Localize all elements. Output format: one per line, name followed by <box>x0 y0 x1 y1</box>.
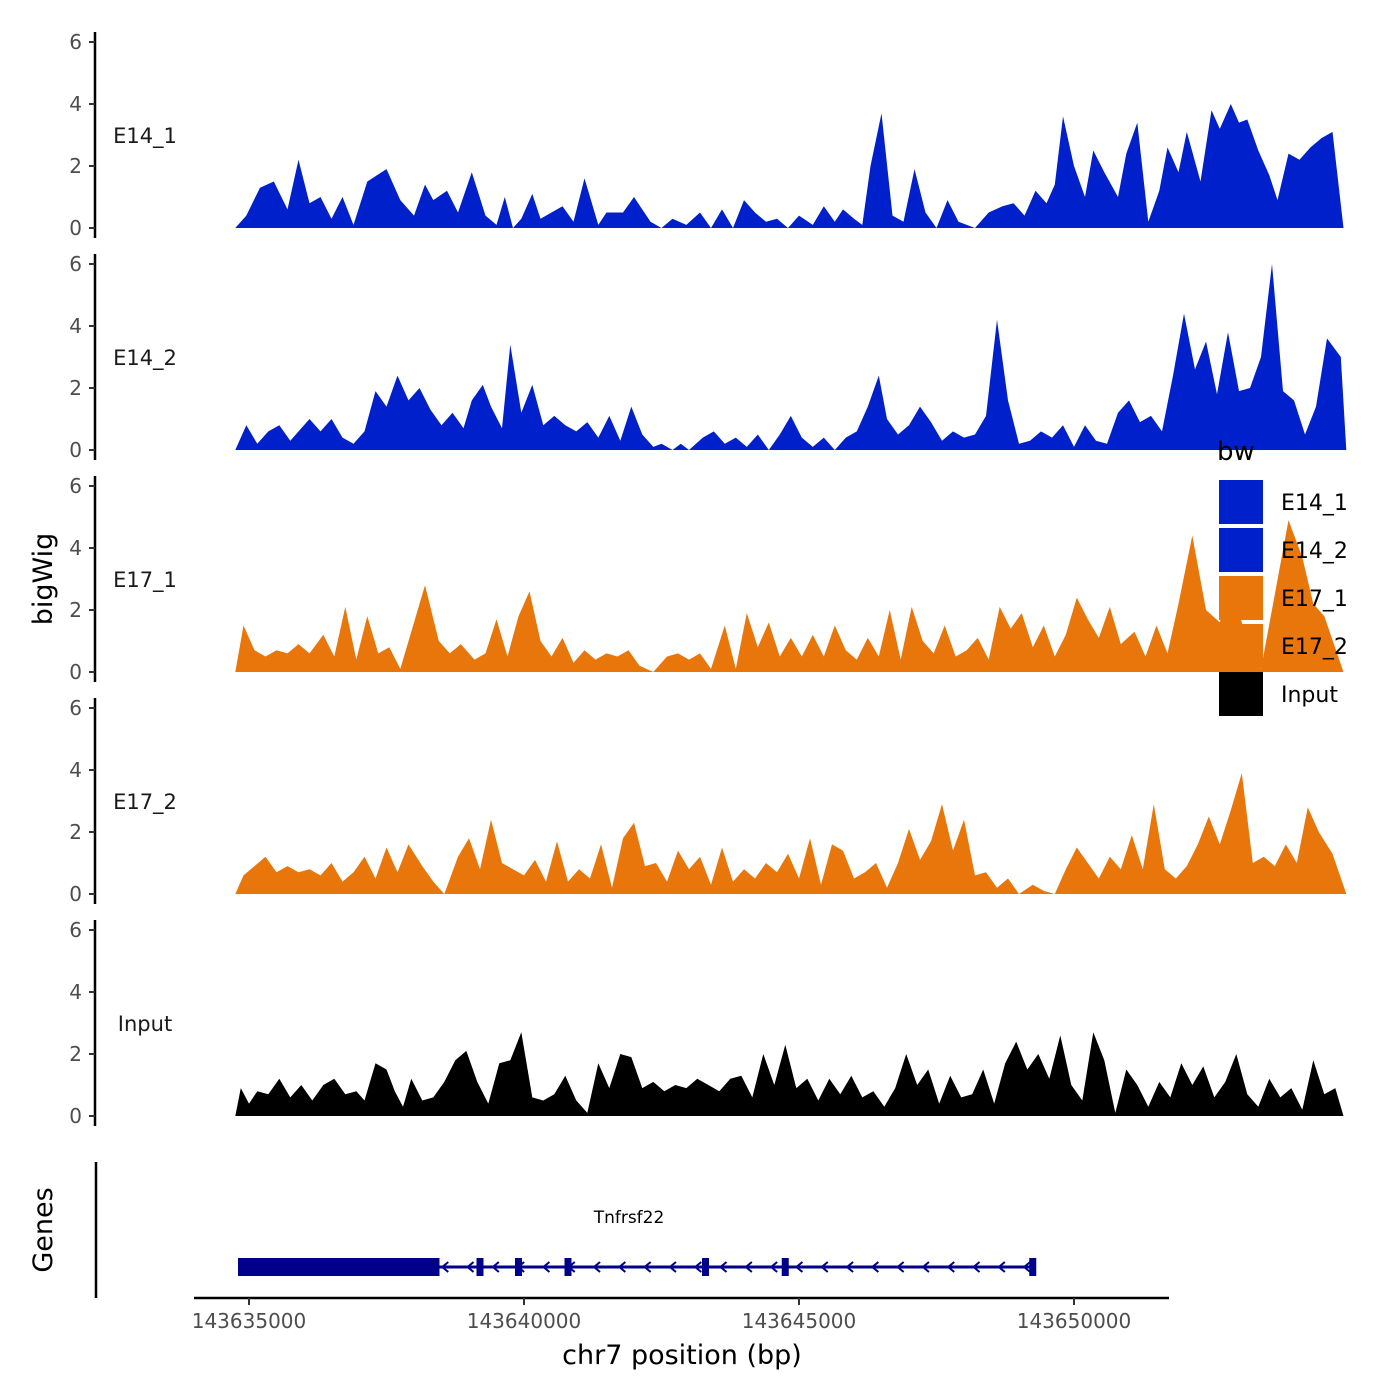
strand-arrow <box>997 1261 1006 1273</box>
strand-arrow <box>440 1261 449 1273</box>
coverage-area-E17_1 <box>235 520 1344 672</box>
strand-arrow <box>617 1261 626 1273</box>
strand-arrow <box>465 1261 475 1273</box>
strand-arrow <box>643 1261 652 1273</box>
y-tick-label: 0 <box>69 882 82 906</box>
strand-arrow <box>921 1261 930 1273</box>
legend-item: E14_1 <box>1219 480 1348 524</box>
y-tick-label: 0 <box>69 660 82 684</box>
legend-item: E14_2 <box>1219 528 1348 572</box>
strand-arrow <box>1022 1261 1031 1273</box>
strand-arrow <box>744 1261 753 1273</box>
gene-exon <box>432 1258 440 1276</box>
genes-axis-title: Genes <box>28 1187 59 1272</box>
y-tick-label: 0 <box>69 438 82 462</box>
y-tick-label: 4 <box>69 758 82 782</box>
track-Input: 0 2 4 6 Input <box>69 918 1344 1128</box>
gene-panel: Genes Tnfrsf22 <box>28 1162 1037 1298</box>
y-tick-label: 6 <box>69 696 82 720</box>
y-tick-label: 6 <box>69 474 82 498</box>
y-tick-label: 6 <box>69 918 82 942</box>
y-tick-label: 4 <box>69 536 82 560</box>
coverage-area-E17_2 <box>235 773 1347 894</box>
track-E17_1: 0 2 4 6 E17_1 <box>69 474 1344 684</box>
gene-exon <box>1029 1258 1037 1276</box>
y-tick-label: 4 <box>69 980 82 1004</box>
legend: bw E14_1 E14_2 E17_1 E17_2 Input <box>1217 437 1348 716</box>
y-tick-label: 4 <box>69 92 82 116</box>
y-axis-title: bigWig <box>28 533 59 626</box>
track-E14_1: 0 2 4 6 E14_1 <box>69 30 1344 240</box>
legend-item: Input <box>1219 672 1338 716</box>
track-E17_2: 0 2 4 6 E17_2 <box>69 696 1347 906</box>
coverage-area-E14_1 <box>235 104 1344 228</box>
track-label: E17_1 <box>113 568 177 593</box>
y-tick-label: 2 <box>69 1042 82 1066</box>
gene-exon <box>702 1258 709 1276</box>
y-tick-label: 6 <box>69 252 82 276</box>
x-tick-label: 143640000 <box>467 1309 582 1333</box>
legend-swatch <box>1219 624 1263 668</box>
strand-arrow <box>946 1261 955 1273</box>
track-label: E14_1 <box>113 124 177 149</box>
strand-arrow <box>592 1261 601 1273</box>
legend-label: E17_2 <box>1281 635 1348 660</box>
strand-arrow <box>769 1261 778 1273</box>
strand-arrow <box>845 1261 854 1273</box>
legend-label: E14_2 <box>1281 539 1348 564</box>
track-label: Input <box>118 1012 172 1036</box>
strand-arrow <box>870 1261 879 1273</box>
strand-arrow <box>668 1261 677 1273</box>
y-tick-label: 0 <box>69 1104 82 1128</box>
legend-item: E17_1 <box>1219 576 1348 620</box>
x-axis-title: chr7 position (bp) <box>562 1340 802 1371</box>
strand-arrow <box>718 1261 728 1273</box>
x-tick-label: 143635000 <box>192 1309 307 1333</box>
coverage-area-E14_2 <box>235 264 1347 450</box>
gene-exon <box>781 1258 789 1276</box>
gene-utr-block <box>238 1258 434 1276</box>
strand-arrow <box>794 1261 804 1273</box>
gene-model <box>238 1258 1037 1276</box>
strand-arrow <box>693 1261 702 1273</box>
legend-swatch <box>1219 672 1263 716</box>
y-tick-label: 6 <box>69 30 82 54</box>
gene-name-label: Tnfrsf22 <box>593 1208 665 1228</box>
y-tick-label: 2 <box>69 820 82 844</box>
legend-label: Input <box>1281 683 1338 708</box>
coverage-area-Input <box>235 1032 1344 1116</box>
y-tick-label: 0 <box>69 216 82 240</box>
legend-item: E17_2 <box>1219 624 1348 668</box>
x-tick-label: 143650000 <box>1017 1309 1132 1333</box>
legend-swatch <box>1219 480 1263 524</box>
y-tick-label: 2 <box>69 376 82 400</box>
track-E14_2: 0 2 4 6 E14_2 <box>69 252 1347 462</box>
strand-arrow <box>567 1261 576 1273</box>
legend-label: E17_1 <box>1281 587 1348 612</box>
strand-arrow <box>541 1261 551 1273</box>
x-ticks: 143635000 143640000 143645000 143650000 <box>192 1298 1132 1333</box>
y-tick-label: 4 <box>69 314 82 338</box>
legend-swatch <box>1219 528 1263 572</box>
legend-title: bw <box>1217 437 1255 467</box>
strand-arrow <box>516 1261 525 1273</box>
legend-label: E14_1 <box>1281 491 1348 516</box>
y-tick-label: 2 <box>69 598 82 622</box>
strand-arrow <box>491 1261 500 1273</box>
strand-arrow <box>971 1261 981 1273</box>
strand-arrow <box>820 1261 829 1273</box>
x-tick-label: 143645000 <box>742 1309 857 1333</box>
y-tick-label: 2 <box>69 154 82 178</box>
x-axis: 143635000 143640000 143645000 143650000 chr… <box>192 1296 1169 1371</box>
track-panels: 0 2 4 6 E14_1 0 2 4 6 E14_2 0 2 4 6 E17_1 0 2 4 6 E17_2 0 2 4 6… <box>69 30 1347 1128</box>
track-label: E14_2 <box>113 346 177 371</box>
legend-swatch <box>1219 576 1263 620</box>
legend-items: E14_1 E14_2 E17_1 E17_2 Input <box>1219 480 1348 716</box>
track-label: E17_2 <box>113 790 177 815</box>
gene-exon <box>476 1258 484 1276</box>
strand-arrow <box>896 1261 905 1273</box>
